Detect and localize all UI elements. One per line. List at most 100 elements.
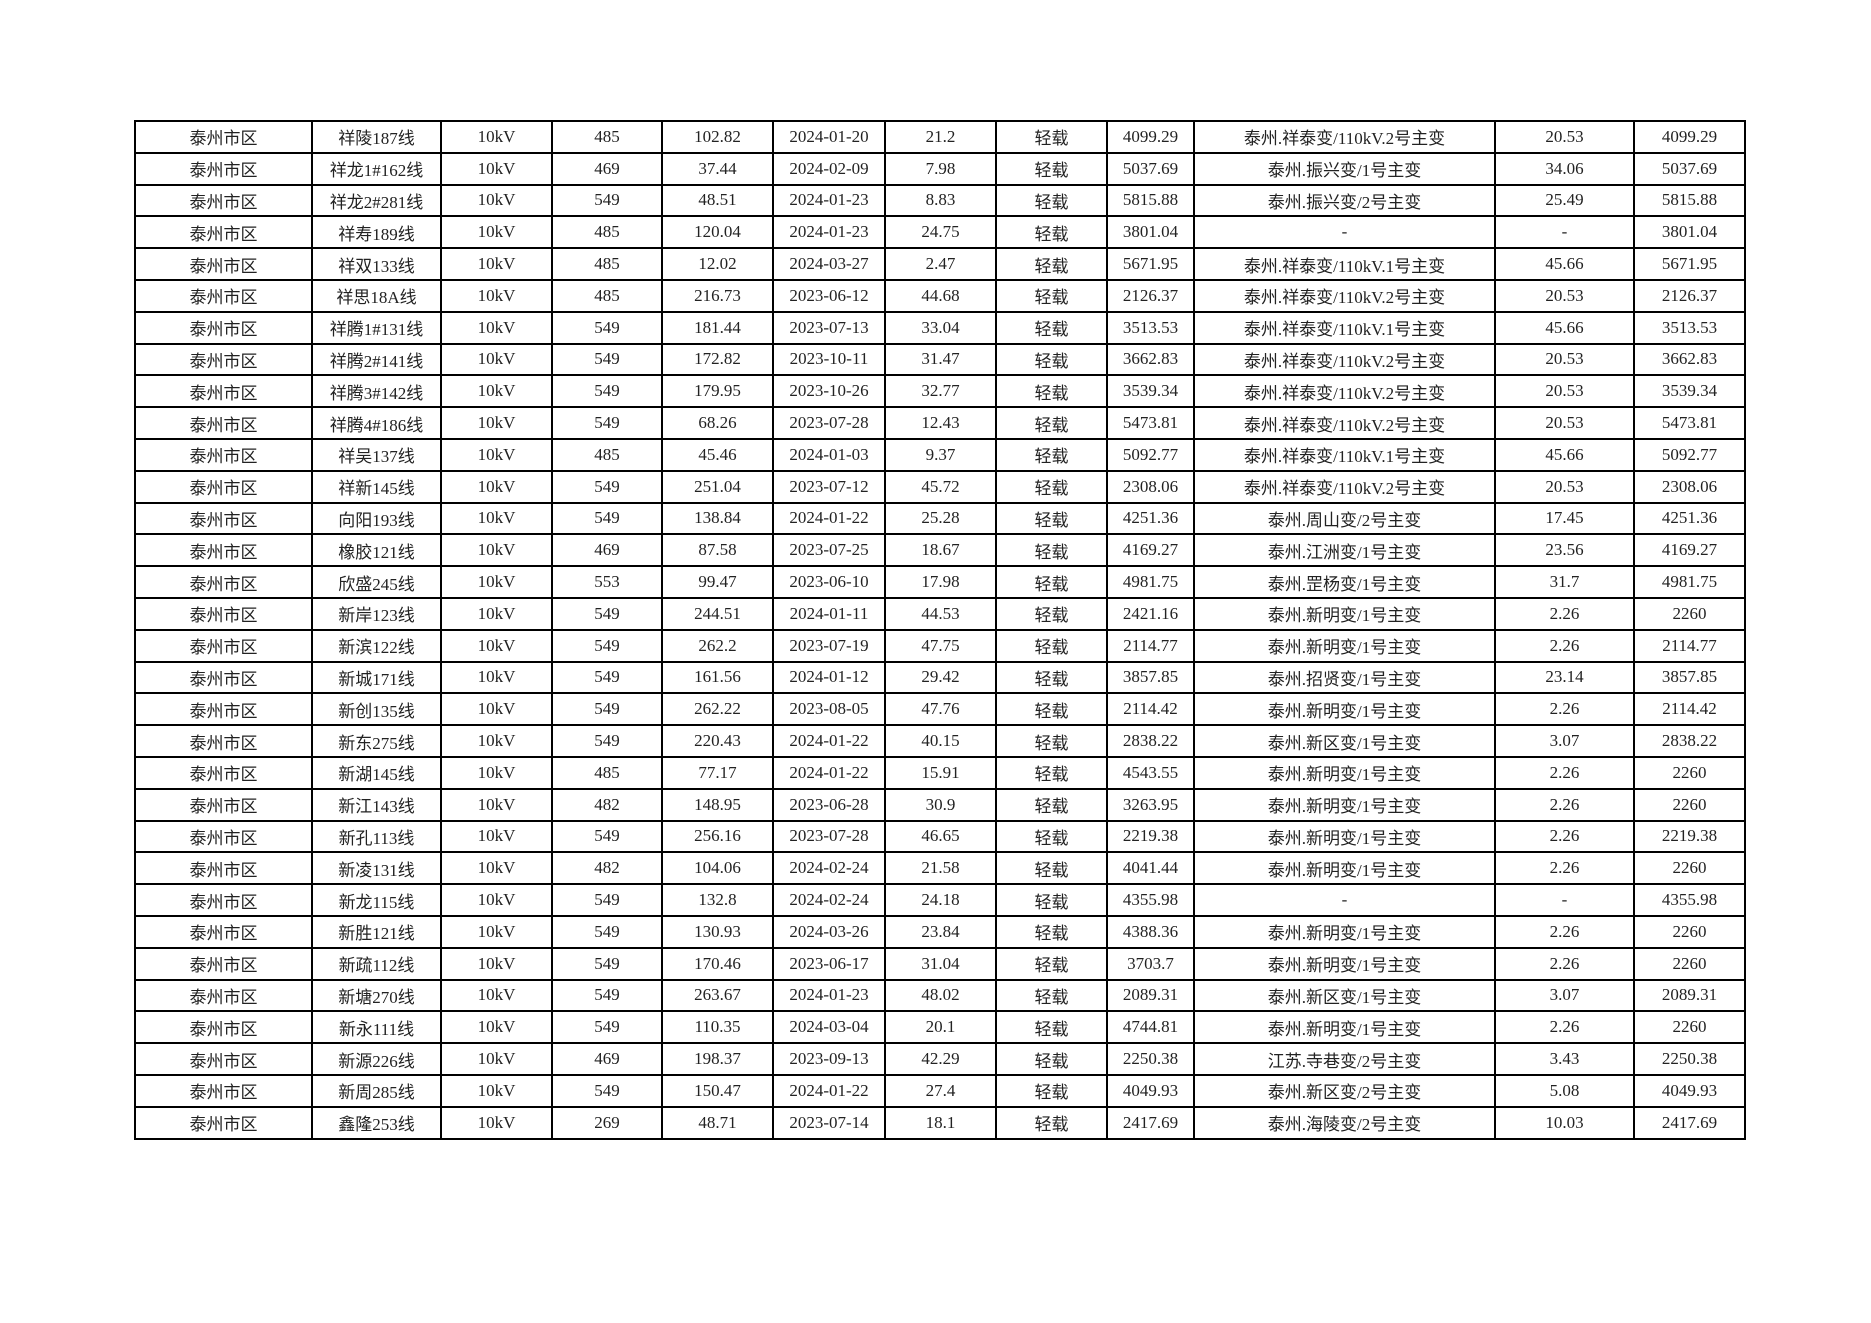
cell-transformer: 泰州.振兴变/1号主变 [1193,151,1496,186]
cell-area: 泰州市区 [134,724,313,758]
cell-area: 泰州市区 [134,247,313,281]
cell-voltage: 10kV [440,278,553,313]
cell-voltage: 10kV [440,596,553,631]
cell-rated-current: 549 [551,1010,663,1045]
cell-max-current: 37.44 [661,151,774,186]
cell-voltage: 10kV [440,183,553,218]
cell-line-name: 向阳193线 [311,501,442,536]
cell-line-name: 新胜121线 [311,914,442,949]
cell-transformer: 泰州.新区变/2号主变 [1193,1073,1496,1108]
cell-transformer-load-rate: 23.56 [1494,533,1635,568]
cell-date: 2023-07-12 [772,469,886,504]
cell-voltage: 10kV [440,342,553,377]
cell-area: 泰州市区 [134,501,313,536]
cell-available-capacity: 2260 [1633,596,1746,631]
cell-voltage: 10kV [440,120,553,154]
cell-rated-current: 549 [551,310,663,345]
cell-max-current: 262.22 [661,692,774,727]
cell-area: 泰州市区 [134,755,313,790]
cell-load-status: 轻载 [995,374,1108,409]
cell-load-rate: 47.76 [884,692,997,727]
cell-line-name: 新创135线 [311,692,442,727]
cell-date: 2023-07-13 [772,310,886,345]
cell-voltage: 10kV [440,469,553,504]
table-row: 泰州市区 新城171线 10kV 549 161.56 2024-01-12 29.42 轻载… [134,660,1746,695]
table-row: 泰州市区 新周285线 10kV 549 150.47 2024-01-22 27.4 轻载 4… [134,1073,1746,1108]
table-row: 泰州市区 祥龙2#281线 10kV 549 48.51 2024-01-23 8.83 轻载… [134,183,1746,218]
cell-available-capacity: 3513.53 [1633,310,1746,345]
cell-load-status: 轻载 [995,724,1108,758]
cell-transformer-load-rate: - [1494,883,1635,917]
table-row: 泰州市区 祥吴137线 10kV 485 45.46 2024-01-03 9.37 轻载 50… [134,437,1746,472]
cell-date: 2024-01-23 [772,215,886,250]
cell-transformer-load-rate: 3.43 [1494,1042,1635,1076]
cell-transformer: 泰州.祥泰变/110kV.2号主变 [1193,469,1496,504]
cell-area: 泰州市区 [134,660,313,695]
cell-line-name: 新滨122线 [311,628,442,663]
table-row: 泰州市区 新疏112线 10kV 549 170.46 2023-06-17 31.04 轻载… [134,946,1746,981]
cell-date: 2024-01-23 [772,978,886,1013]
cell-load-status: 轻载 [995,501,1108,536]
cell-load-status: 轻载 [995,1073,1108,1108]
cell-date: 2024-01-20 [772,120,886,154]
table-row: 泰州市区 新岸123线 10kV 549 244.51 2024-01-11 44.53 轻载… [134,596,1746,631]
cell-load-status: 轻载 [995,1042,1108,1076]
cell-transformer-load-rate: 34.06 [1494,151,1635,186]
cell-transformer: 泰州.新明变/1号主变 [1193,596,1496,631]
cell-rated-current: 549 [551,724,663,758]
cell-rated-current: 549 [551,406,663,440]
table-row: 泰州市区 祥腾4#186线 10kV 549 68.26 2023-07-28 12.43 轻… [134,406,1746,440]
cell-line-name: 祥新145线 [311,469,442,504]
cell-line-name: 新源226线 [311,1042,442,1076]
cell-max-current: 172.82 [661,342,774,377]
cell-available-capacity: 3539.34 [1633,374,1746,409]
cell-load-rate: 44.53 [884,596,997,631]
cell-max-current: 77.17 [661,755,774,790]
cell-line-name: 新岸123线 [311,596,442,631]
cell-capacity: 4251.36 [1106,501,1195,536]
cell-rated-current: 549 [551,692,663,727]
cell-voltage: 10kV [440,819,553,854]
cell-max-current: 99.47 [661,565,774,599]
cell-transformer: 泰州.新明变/1号主变 [1193,692,1496,727]
cell-max-current: 170.46 [661,946,774,981]
cell-available-capacity: 2219.38 [1633,819,1746,854]
cell-rated-current: 549 [551,1073,663,1108]
cell-line-name: 祥腾2#141线 [311,342,442,377]
cell-transformer-load-rate: 45.66 [1494,310,1635,345]
cell-available-capacity: 4355.98 [1633,883,1746,917]
cell-rated-current: 482 [551,851,663,886]
cell-max-current: 120.04 [661,215,774,250]
cell-max-current: 150.47 [661,1073,774,1108]
cell-area: 泰州市区 [134,596,313,631]
cell-max-current: 12.02 [661,247,774,281]
cell-capacity: 2250.38 [1106,1042,1195,1076]
cell-area: 泰州市区 [134,342,313,377]
cell-transformer-load-rate: 25.49 [1494,183,1635,218]
cell-max-current: 263.67 [661,978,774,1013]
cell-voltage: 10kV [440,1105,553,1140]
cell-rated-current: 549 [551,628,663,663]
cell-line-name: 新城171线 [311,660,442,695]
cell-load-rate: 24.75 [884,215,997,250]
cell-transformer: 泰州.新明变/1号主变 [1193,946,1496,981]
cell-available-capacity: 3857.85 [1633,660,1746,695]
cell-transformer-load-rate: 20.53 [1494,406,1635,440]
cell-area: 泰州市区 [134,883,313,917]
cell-line-name: 欣盛245线 [311,565,442,599]
cell-load-rate: 21.58 [884,851,997,886]
cell-max-current: 220.43 [661,724,774,758]
cell-transformer-load-rate: 20.53 [1494,342,1635,377]
cell-load-rate: 29.42 [884,660,997,695]
cell-transformer-load-rate: 20.53 [1494,278,1635,313]
cell-capacity: 2421.16 [1106,596,1195,631]
cell-max-current: 256.16 [661,819,774,854]
cell-area: 泰州市区 [134,183,313,218]
cell-rated-current: 485 [551,120,663,154]
cell-transformer: 泰州.祥泰变/110kV.1号主变 [1193,310,1496,345]
cell-transformer-load-rate: 2.26 [1494,914,1635,949]
cell-available-capacity: 2260 [1633,946,1746,981]
cell-voltage: 10kV [440,565,553,599]
cell-max-current: 148.95 [661,787,774,822]
cell-available-capacity: 2260 [1633,755,1746,790]
